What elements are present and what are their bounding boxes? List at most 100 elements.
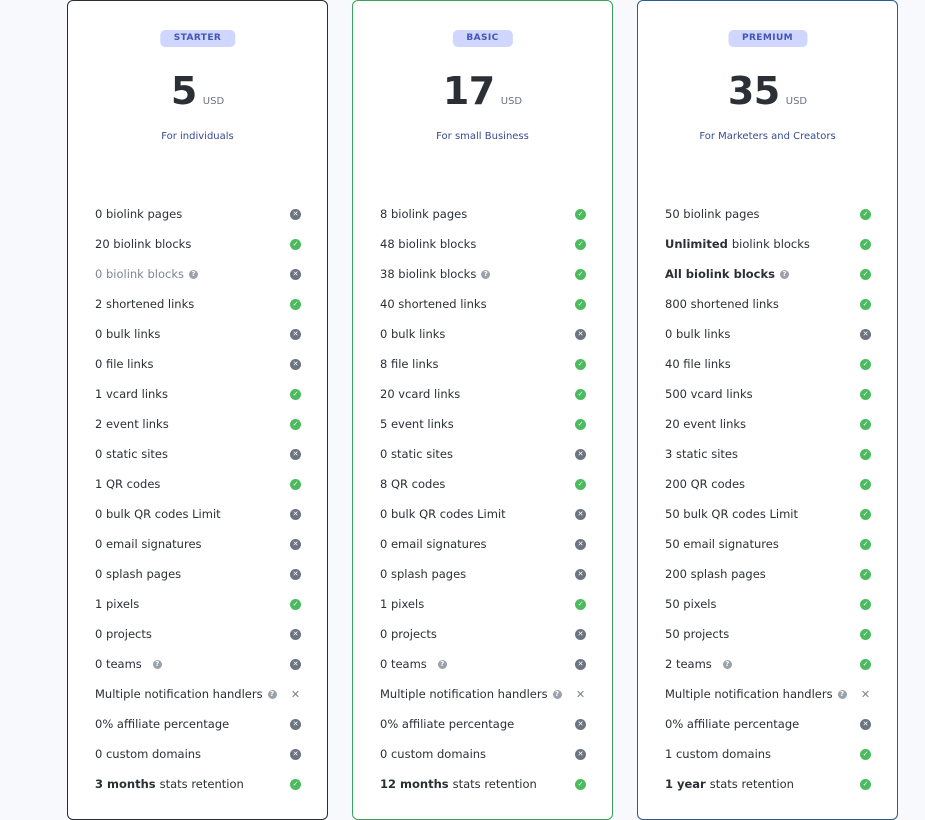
feature-row: 0 bulk QR codes Limit ✕ bbox=[95, 499, 301, 529]
feature-text: 2 shortened links bbox=[95, 297, 195, 311]
feature-text: 1 pixels bbox=[95, 597, 140, 611]
feature-label: 50 biolink pages bbox=[665, 207, 760, 221]
question-circle-icon[interactable]: ? bbox=[779, 269, 789, 279]
feature-row: 40 shortened links ✓ bbox=[380, 289, 586, 319]
feature-row: 2 shortened links ✓ bbox=[95, 289, 301, 319]
feature-text: 38 biolink blocks bbox=[380, 267, 477, 281]
feature-label: 500 vcard links bbox=[665, 387, 753, 401]
feature-row: 0 bulk links ✕ bbox=[665, 319, 871, 349]
feature-text: 0 projects bbox=[380, 627, 437, 641]
feature-text: 1 pixels bbox=[380, 597, 425, 611]
feature-row: 0 custom domains ✕ bbox=[380, 739, 586, 769]
feature-row: Multiple notification handlers? ✕ bbox=[95, 679, 301, 709]
feature-row: Multiple notification handlers? ✕ bbox=[380, 679, 586, 709]
plan-price: 35 bbox=[727, 69, 780, 113]
feature-row: 0 teams? ✕ bbox=[380, 649, 586, 679]
plan-badge: STARTER bbox=[159, 30, 236, 47]
feature-label: 0 static sites bbox=[95, 447, 168, 461]
check-circle-icon: ✓ bbox=[860, 358, 871, 370]
feature-label: 0% affiliate percentage bbox=[665, 717, 799, 731]
feature-row: 1 pixels ✓ bbox=[380, 589, 586, 619]
plan-card-premium[interactable]: PREMIUM 35 USD For Marketers and Creators… bbox=[637, 0, 898, 820]
plan-card-basic[interactable]: BASIC 17 USD For small Business 8 biolink… bbox=[352, 0, 613, 820]
feature-text: 50 email signatures bbox=[665, 537, 779, 551]
feature-label: 8 QR codes bbox=[380, 477, 445, 491]
feature-label: Multiple notification handlers? bbox=[665, 687, 847, 701]
feature-label: 800 shortened links bbox=[665, 297, 779, 311]
x-circle-icon: ✕ bbox=[860, 328, 871, 340]
feature-row: 800 shortened links ✓ bbox=[665, 289, 871, 319]
feature-text: 0% affiliate percentage bbox=[380, 717, 515, 731]
check-circle-icon: ✓ bbox=[575, 598, 586, 610]
question-circle-icon[interactable]: ? bbox=[152, 659, 162, 669]
feature-label: 50 email signatures bbox=[665, 537, 779, 551]
plan-badge: PREMIUM bbox=[727, 30, 808, 47]
x-circle-icon: ✕ bbox=[575, 328, 586, 340]
feature-label: 0 email signatures bbox=[95, 537, 202, 551]
x-circle-icon: ✕ bbox=[290, 328, 301, 340]
question-circle-icon[interactable]: ? bbox=[481, 269, 491, 279]
currency-label: USD bbox=[785, 96, 808, 107]
feature-text: 20 event links bbox=[665, 417, 747, 431]
feature-row: 0 file links ✕ bbox=[95, 349, 301, 379]
question-circle-icon[interactable]: ? bbox=[722, 659, 732, 669]
feature-row: 0 splash pages ✕ bbox=[380, 559, 586, 589]
feature-label: 1 vcard links bbox=[95, 387, 168, 401]
feature-label: 50 pixels bbox=[665, 597, 717, 611]
check-circle-icon: ✓ bbox=[860, 778, 871, 790]
feature-row: 200 QR codes ✓ bbox=[665, 469, 871, 499]
check-circle-icon: ✓ bbox=[860, 418, 871, 430]
plan-card-starter[interactable]: STARTER 5 USD For individuals 0 biolink p… bbox=[67, 0, 328, 820]
question-circle-icon[interactable]: ? bbox=[837, 689, 847, 699]
feature-text: 50 bulk QR codes Limit bbox=[665, 507, 798, 521]
feature-emphasis: 1 year bbox=[665, 777, 706, 791]
feature-row: 1 year stats retention ✓ bbox=[665, 769, 871, 799]
x-circle-icon: ✕ bbox=[575, 748, 586, 760]
feature-text: 500 vcard links bbox=[665, 387, 753, 401]
question-circle-icon[interactable]: ? bbox=[189, 269, 199, 279]
feature-text: stats retention bbox=[709, 777, 794, 791]
feature-row: 0 email signatures ✕ bbox=[95, 529, 301, 559]
feature-text: 0 bulk links bbox=[95, 327, 161, 341]
feature-label: 1 custom domains bbox=[665, 747, 771, 761]
question-circle-icon[interactable]: ? bbox=[267, 689, 277, 699]
feature-text: 50 biolink pages bbox=[665, 207, 760, 221]
feature-text: 0 teams bbox=[380, 657, 427, 671]
feature-text: 0 email signatures bbox=[380, 537, 487, 551]
feature-row: 0 bulk links ✕ bbox=[95, 319, 301, 349]
question-circle-icon[interactable]: ? bbox=[437, 659, 447, 669]
feature-row: 0% affiliate percentage ✕ bbox=[380, 709, 586, 739]
feature-text: 0 projects bbox=[95, 627, 152, 641]
feature-text: 0 file links bbox=[95, 357, 154, 371]
check-circle-icon: ✓ bbox=[575, 268, 586, 280]
feature-text: 200 QR codes bbox=[665, 477, 746, 491]
check-circle-icon: ✓ bbox=[575, 388, 586, 400]
feature-row: 20 event links ✓ bbox=[665, 409, 871, 439]
feature-label: Multiple notification handlers? bbox=[95, 687, 277, 701]
feature-text: 0 biolink blocks bbox=[95, 267, 185, 281]
feature-row: 8 QR codes ✓ bbox=[380, 469, 586, 499]
x-circle-icon: ✕ bbox=[290, 448, 301, 460]
x-circle-icon: ✕ bbox=[575, 448, 586, 460]
feature-label: 0 bulk links bbox=[665, 327, 730, 341]
price-row: 5 USD bbox=[68, 69, 327, 113]
check-circle-icon: ✓ bbox=[860, 298, 871, 310]
feature-label: 1 year stats retention bbox=[665, 777, 794, 791]
feature-text: 2 teams bbox=[665, 657, 712, 671]
feature-row: 2 teams? ✓ bbox=[665, 649, 871, 679]
feature-label: 50 bulk QR codes Limit bbox=[665, 507, 798, 521]
feature-text: 0 bulk QR codes Limit bbox=[380, 507, 506, 521]
check-circle-icon: ✓ bbox=[860, 388, 871, 400]
feature-row: 2 event links ✓ bbox=[95, 409, 301, 439]
check-circle-icon: ✓ bbox=[575, 238, 586, 250]
check-circle-icon: ✓ bbox=[860, 628, 871, 640]
feature-label: 40 shortened links bbox=[380, 297, 487, 311]
feature-row: 50 biolink pages ✓ bbox=[665, 199, 871, 229]
question-circle-icon[interactable]: ? bbox=[552, 689, 562, 699]
x-circle-icon: ✕ bbox=[575, 568, 586, 580]
feature-label: 0% affiliate percentage bbox=[380, 717, 514, 731]
feature-text: 40 file links bbox=[665, 357, 731, 371]
check-circle-icon: ✓ bbox=[290, 298, 301, 310]
feature-label: 0 custom domains bbox=[95, 747, 201, 761]
plan-price: 5 bbox=[170, 69, 197, 113]
